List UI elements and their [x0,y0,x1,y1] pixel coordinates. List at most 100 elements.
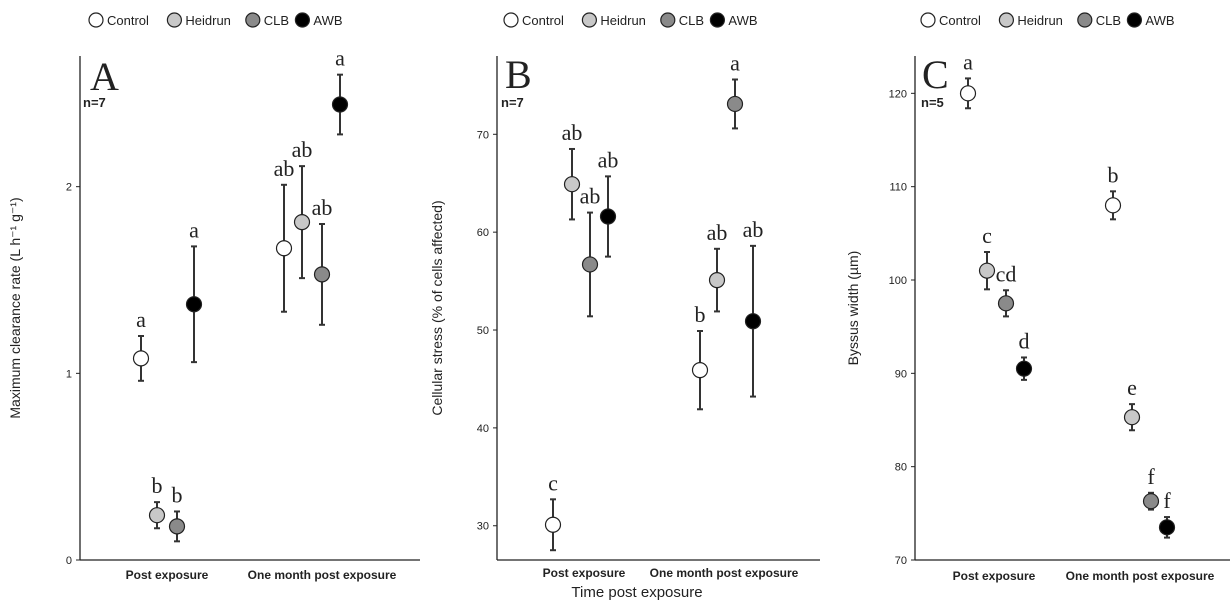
legend-label: AWB [1145,13,1174,28]
legend-item-clb: CLB [1077,12,1121,28]
legend-item-awb: AWB [709,12,758,28]
legend-item-clb: CLB [245,12,289,28]
y-tick-label: 2 [66,182,72,194]
sample-size-label: n=7 [501,95,524,110]
data-point-awb [1015,360,1033,377]
data-point-awb [744,313,762,330]
significance-letter: ab [562,120,583,145]
y-tick-label: 110 [889,182,907,194]
data-point-awb [599,208,617,225]
y-tick-label: 30 [477,521,489,533]
significance-letter: c [982,223,992,248]
significance-letter: c [548,470,558,495]
data-point-awb [1158,519,1176,536]
data-point-heidrun [293,214,311,231]
significance-letter: a [730,50,740,75]
significance-letter: d [1019,328,1030,353]
legend-marker [503,12,519,28]
significance-letter: a [335,46,345,71]
data-point-control [691,362,709,379]
significance-letter: a [136,307,146,332]
data-point-clb [313,266,331,283]
y-tick-label: 0 [66,555,72,567]
panel-letter: C [922,52,949,97]
y-tick-label: 70 [895,555,907,567]
significance-letter: a [189,217,199,242]
panel-b: Control Heidrun CLB AWB 30 40 50 60 70 Cellular s… [429,12,820,580]
legend-item-control: Control [503,12,564,28]
significance-letter: cd [996,261,1017,286]
data-point-control [959,85,977,102]
data-point-clb [997,295,1015,312]
panel-letter: B [505,52,532,97]
data-point-clb [726,95,744,113]
legend-item-heidrun: Heidrun [581,12,646,28]
legend-item-heidrun: Heidrun [998,12,1063,28]
data-point-clb [581,256,599,273]
y-tick-label: 80 [895,462,907,474]
legend-label: AWB [728,13,757,28]
sample-size-label: n=5 [921,95,944,110]
y-axis-title: Cellular stress (% of cells affected) [429,200,445,415]
significance-letter: ab [598,147,619,172]
legend-marker [166,12,182,28]
significance-letter: ab [292,137,313,162]
legend-marker [1126,12,1143,28]
legend-label: Heidrun [600,13,646,28]
data-point-heidrun [978,262,996,279]
x-category-label: Post exposure [126,568,209,582]
data-point-clb [1142,493,1160,510]
y-tick-label: 100 [889,275,907,287]
significance-letter: b [1108,162,1119,187]
legend-marker [920,12,936,28]
y-tick-label: 70 [477,129,489,141]
significance-letter: f [1163,488,1171,513]
legend-item-control: Control [920,12,981,28]
legend-marker [581,12,598,28]
significance-letter: ab [743,217,764,242]
significance-letter: ab [580,184,601,209]
significance-letter: f [1147,464,1155,489]
data-point-heidrun [708,272,726,289]
legend-label: Control [939,13,981,28]
legend-item-control: Control [88,12,149,28]
legend-label: Control [522,13,564,28]
significance-letter: a [963,49,973,74]
data-point-control [132,350,150,367]
legend-item-clb: CLB [660,12,704,28]
x-axis-title: Time post exposure [571,584,702,601]
legend-marker [660,12,676,28]
legend-label: Control [107,13,149,28]
y-axis-title: Byssus width (µm) [845,251,861,366]
legend-label: CLB [1096,13,1121,28]
significance-letter: ab [274,156,295,181]
data-point-heidrun [148,507,166,524]
significance-letter: e [1127,375,1137,400]
data-point-heidrun [1123,409,1141,426]
panel-letter: A [90,54,119,99]
data-point-control [1104,197,1122,214]
legend-label: Heidrun [185,13,231,28]
data-point-awb [185,296,203,313]
y-axis-title: Maximum clearance rate (L h⁻¹ g⁻¹) [7,197,23,418]
significance-letter: b [152,473,163,498]
legend-marker [998,12,1015,28]
legend-marker [294,12,310,28]
legend-label: CLB [679,13,704,28]
data-point-awb [331,96,349,113]
sample-size-label: n=7 [83,95,106,110]
significance-letter: ab [312,195,333,220]
x-category-label: Post exposure [543,566,626,580]
data-point-control [544,516,562,533]
y-tick-label: 90 [895,368,907,380]
legend-marker [709,12,726,28]
significance-letter: b [695,302,706,327]
legend-marker [88,12,104,28]
legend-label: AWB [313,13,342,28]
legend-marker [1077,12,1093,28]
legend-item-heidrun: Heidrun [166,12,231,28]
panel-c: Control Heidrun CLB AWB 70 80 90 100 110 120 Byssu… [845,12,1230,583]
x-category-label: Post exposure [953,569,1036,583]
x-category-label: One month post exposure [650,566,799,580]
